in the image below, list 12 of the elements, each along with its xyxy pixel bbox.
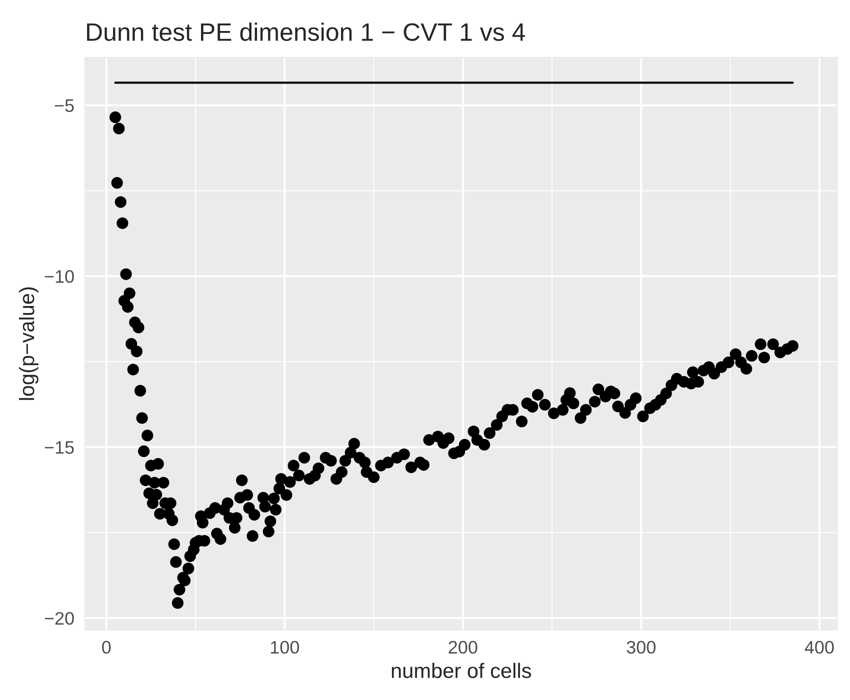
y-tick-label: −5 bbox=[54, 99, 74, 112]
y-tick-label: −15 bbox=[44, 441, 74, 454]
y-axis-title: log(p−value) bbox=[18, 287, 38, 400]
x-tick-label: 400 bbox=[804, 640, 834, 654]
x-tick-label: 0 bbox=[102, 640, 111, 654]
chart-title: Dunn test PE dimension 1 − CVT 1 vs 4 bbox=[87, 22, 526, 41]
x-axis-title: number of cells bbox=[392, 662, 532, 678]
x-tick-label: 100 bbox=[270, 640, 300, 654]
y-tick-label: −10 bbox=[44, 270, 74, 283]
x-tick-label: 300 bbox=[626, 640, 656, 654]
x-tick-label: 200 bbox=[448, 640, 478, 654]
y-tick-label: −20 bbox=[44, 612, 74, 625]
